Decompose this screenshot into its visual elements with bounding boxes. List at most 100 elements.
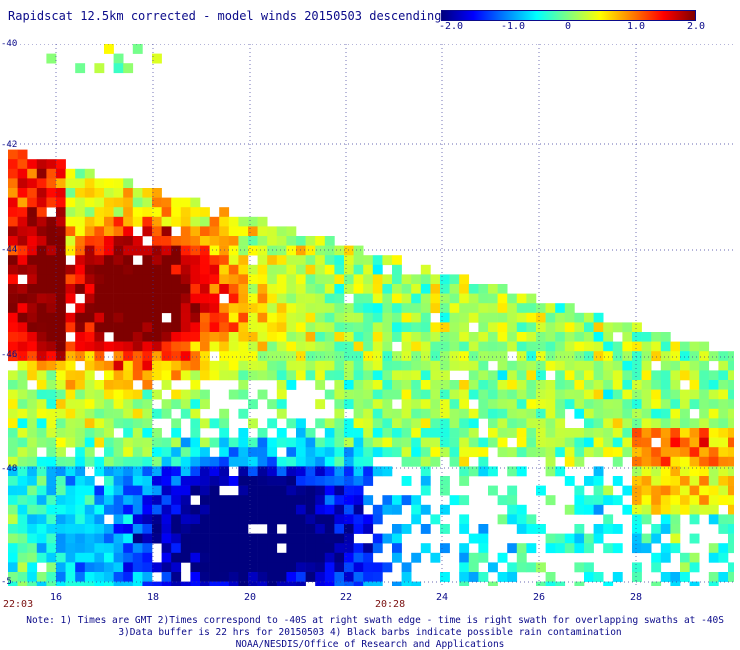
swath-cell [228, 447, 239, 458]
swath-cell [248, 274, 258, 285]
swath-cell [180, 485, 191, 496]
swath-cell [468, 533, 479, 544]
swath-cell [36, 389, 47, 400]
swath-cell [171, 284, 182, 294]
swath-cell [718, 351, 729, 362]
swath-cell [430, 293, 441, 304]
swath-cell [190, 533, 201, 544]
footer-note-1: Note: 1) Times are GMT 2)Times correspon… [26, 615, 724, 626]
swath-cell [180, 207, 191, 218]
swath-cell [344, 245, 354, 256]
swath-cell [132, 44, 143, 54]
swath-cell [728, 543, 734, 554]
swath-cell [440, 524, 450, 534]
swath-cell [680, 485, 690, 496]
swath-cell [36, 504, 47, 515]
swath-cell [478, 293, 489, 304]
swath-cell [132, 322, 143, 333]
swath-cell [459, 543, 470, 554]
swath-cell [200, 456, 210, 467]
footer-credit: NOAA/NESDIS/Office of Research and Appli… [235, 639, 505, 650]
swath-cell [142, 264, 153, 275]
swath-cell [353, 466, 364, 477]
swath-cell [488, 581, 498, 586]
swath-cell [8, 245, 18, 256]
swath-cell [516, 312, 527, 323]
swath-cell [372, 303, 383, 314]
swath-cell [392, 389, 402, 400]
swath-cell [75, 274, 86, 285]
swath-cell [94, 456, 105, 467]
swath-cell [238, 351, 249, 362]
swath-cell [708, 351, 719, 362]
swath-cell [440, 332, 450, 342]
swath-cell [699, 341, 710, 352]
swath-cell [180, 524, 191, 534]
swath-cell [516, 514, 527, 525]
swath-cell [411, 303, 422, 314]
swath-cell [75, 552, 86, 563]
swath-cell [420, 476, 431, 486]
swath-cell [17, 389, 28, 400]
swath-cell [632, 524, 642, 534]
swath-cell [468, 351, 479, 362]
swath-cell [219, 312, 230, 323]
swath-cell [8, 178, 18, 189]
swath-cell [104, 485, 114, 496]
swath-cell [305, 562, 316, 573]
swath-cell [372, 466, 383, 477]
swath-cell [488, 562, 498, 573]
swath-cell [132, 312, 143, 323]
swath-cell [17, 456, 28, 467]
swath-cell [123, 456, 134, 467]
swath-cell [36, 476, 47, 486]
swath-cell [334, 543, 345, 554]
swath-cell [113, 370, 124, 381]
swath-cell [430, 274, 441, 285]
swath-cell [65, 476, 76, 486]
swath-cell [315, 264, 326, 275]
swath-cell [497, 408, 508, 419]
swath-cell [267, 236, 278, 246]
swath-cell [392, 495, 402, 506]
swath-cell [17, 418, 28, 429]
swath-cell [363, 274, 374, 285]
swath-cell [593, 341, 604, 352]
swath-cell [632, 322, 642, 333]
swath-cell [430, 514, 441, 525]
swath-cell [507, 466, 518, 477]
swath-cell [526, 389, 537, 400]
swath-cell [132, 408, 143, 419]
swath-cell [344, 418, 354, 429]
swath-cell [449, 341, 460, 352]
swath-cell [545, 380, 556, 390]
swath-cell [276, 485, 287, 496]
swath-cell [324, 312, 335, 323]
swath-cell [296, 466, 306, 477]
swath-cell [708, 418, 719, 429]
swath-cell [228, 389, 239, 400]
swath-cell [171, 264, 182, 275]
swath-cell [65, 360, 76, 371]
swath-cell [718, 543, 729, 554]
swath-cell [238, 312, 249, 323]
swath-cell [238, 495, 249, 506]
swath-cell [152, 476, 162, 486]
swath-cell [36, 524, 47, 534]
swath-cell [593, 322, 604, 333]
swath-cell [17, 332, 28, 342]
swath-cell [353, 341, 364, 352]
swath-cell [161, 216, 172, 227]
swath-cell [276, 284, 287, 294]
swath-cell [27, 543, 38, 554]
swath-cell [353, 418, 364, 429]
swath-cell [286, 274, 297, 285]
swath-cell [420, 418, 431, 429]
swath-cell [680, 360, 690, 371]
swath-cell [296, 543, 306, 554]
swath-cell [651, 389, 662, 400]
swath-cell [632, 543, 642, 554]
swath-cell [36, 332, 47, 342]
swath-cell [286, 437, 297, 448]
swath-cell [497, 447, 508, 458]
